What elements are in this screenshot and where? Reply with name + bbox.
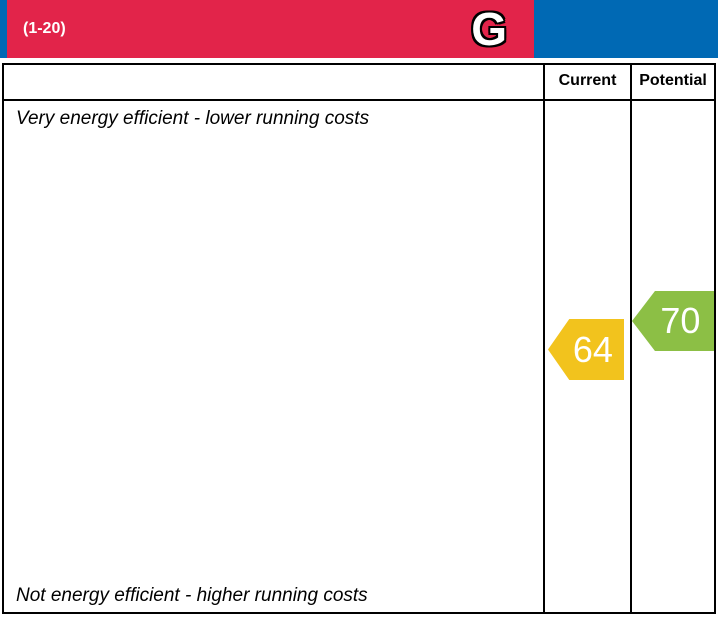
potential-column-divider <box>630 63 632 614</box>
band-row-g: (1-20) G <box>7 0 534 58</box>
current-column-divider <box>543 63 545 614</box>
band-letter: G <box>471 3 507 55</box>
potential-column-header: Potential <box>639 72 707 89</box>
band-range-label: (1-20) <box>23 20 66 37</box>
top-caption: Very energy efficient - lower running co… <box>16 108 370 129</box>
bottom-caption: Not energy efficient - higher running co… <box>16 585 368 606</box>
current-column-header: Current <box>558 72 617 89</box>
potential-rating-value: 70 <box>660 300 701 341</box>
current-rating-value: 64 <box>572 328 613 370</box>
header-separator-line <box>2 99 716 101</box>
